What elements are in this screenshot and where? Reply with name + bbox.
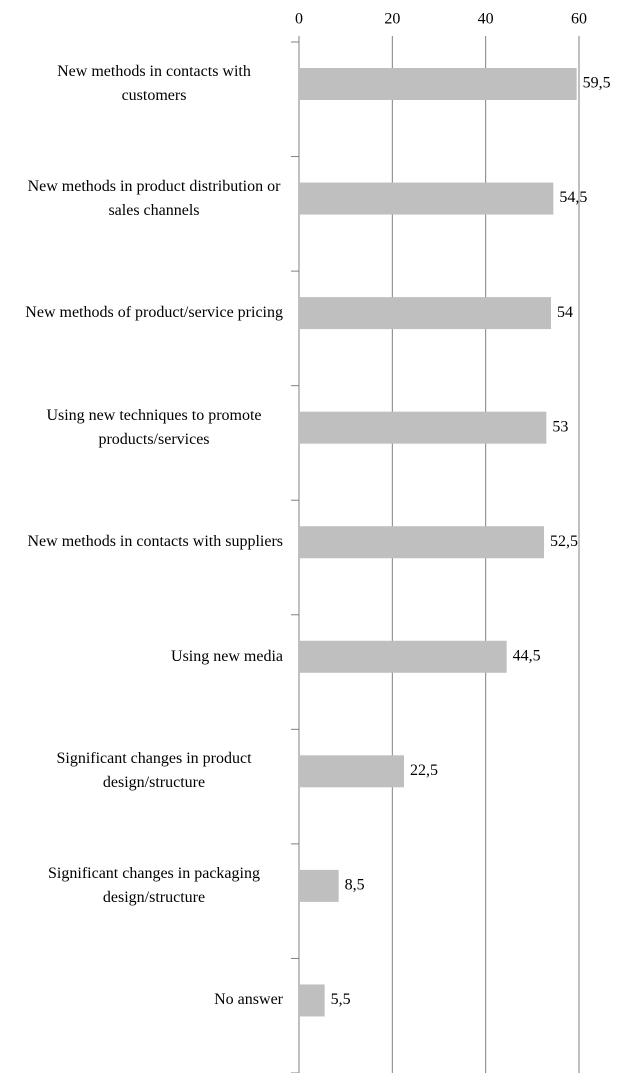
bar bbox=[299, 755, 404, 788]
bar bbox=[299, 526, 544, 559]
category-label: Using new media bbox=[13, 617, 283, 697]
category-label: New methods in contacts with customers bbox=[13, 44, 283, 124]
value-label: 52,5 bbox=[550, 533, 578, 550]
bar bbox=[299, 869, 339, 902]
bar bbox=[299, 640, 507, 673]
category-text: New methods of product/service pricing bbox=[25, 304, 283, 322]
category-text: No answer bbox=[214, 991, 283, 1009]
category-label: New methods of product/service pricing bbox=[13, 273, 283, 353]
category-label: Significant changes in product design/st… bbox=[13, 731, 283, 811]
category-label: New methods in contacts with suppliers bbox=[13, 502, 283, 582]
bar bbox=[299, 411, 547, 444]
bar bbox=[299, 182, 554, 215]
category-label: No answer bbox=[13, 960, 283, 1040]
value-label: 53 bbox=[552, 418, 568, 435]
x-tick-label: 40 bbox=[478, 11, 494, 28]
value-label: 54 bbox=[557, 304, 573, 321]
category-text: Using new media bbox=[171, 647, 283, 665]
x-tick-label: 20 bbox=[384, 11, 400, 28]
value-label: 44,5 bbox=[513, 647, 541, 664]
bar bbox=[299, 984, 325, 1017]
category-text: Using new techniques to promote products… bbox=[46, 406, 262, 448]
bar bbox=[299, 297, 551, 330]
category-label: Using new techniques to promote products… bbox=[13, 388, 283, 468]
value-label: 5,5 bbox=[331, 991, 351, 1008]
category-label: Significant changes in packaging design/… bbox=[13, 846, 283, 926]
x-tick-label: 60 bbox=[571, 11, 587, 28]
category-label: New methods in product distribution or s… bbox=[13, 159, 283, 239]
category-text: New methods in contacts with suppliers bbox=[27, 533, 283, 551]
category-text: New methods in contacts with customers bbox=[57, 63, 251, 104]
value-label: 22,5 bbox=[410, 762, 438, 779]
category-text: Significant changes in packaging design/… bbox=[48, 864, 260, 906]
bar bbox=[299, 68, 577, 100]
value-label: 59,5 bbox=[583, 75, 611, 92]
category-text: New methods in product distribution or s… bbox=[27, 177, 281, 219]
category-text: Significant changes in product design/st… bbox=[56, 750, 252, 792]
value-label: 8,5 bbox=[345, 877, 365, 894]
value-label: 54,5 bbox=[559, 189, 587, 206]
x-tick-label: 0 bbox=[295, 11, 303, 28]
